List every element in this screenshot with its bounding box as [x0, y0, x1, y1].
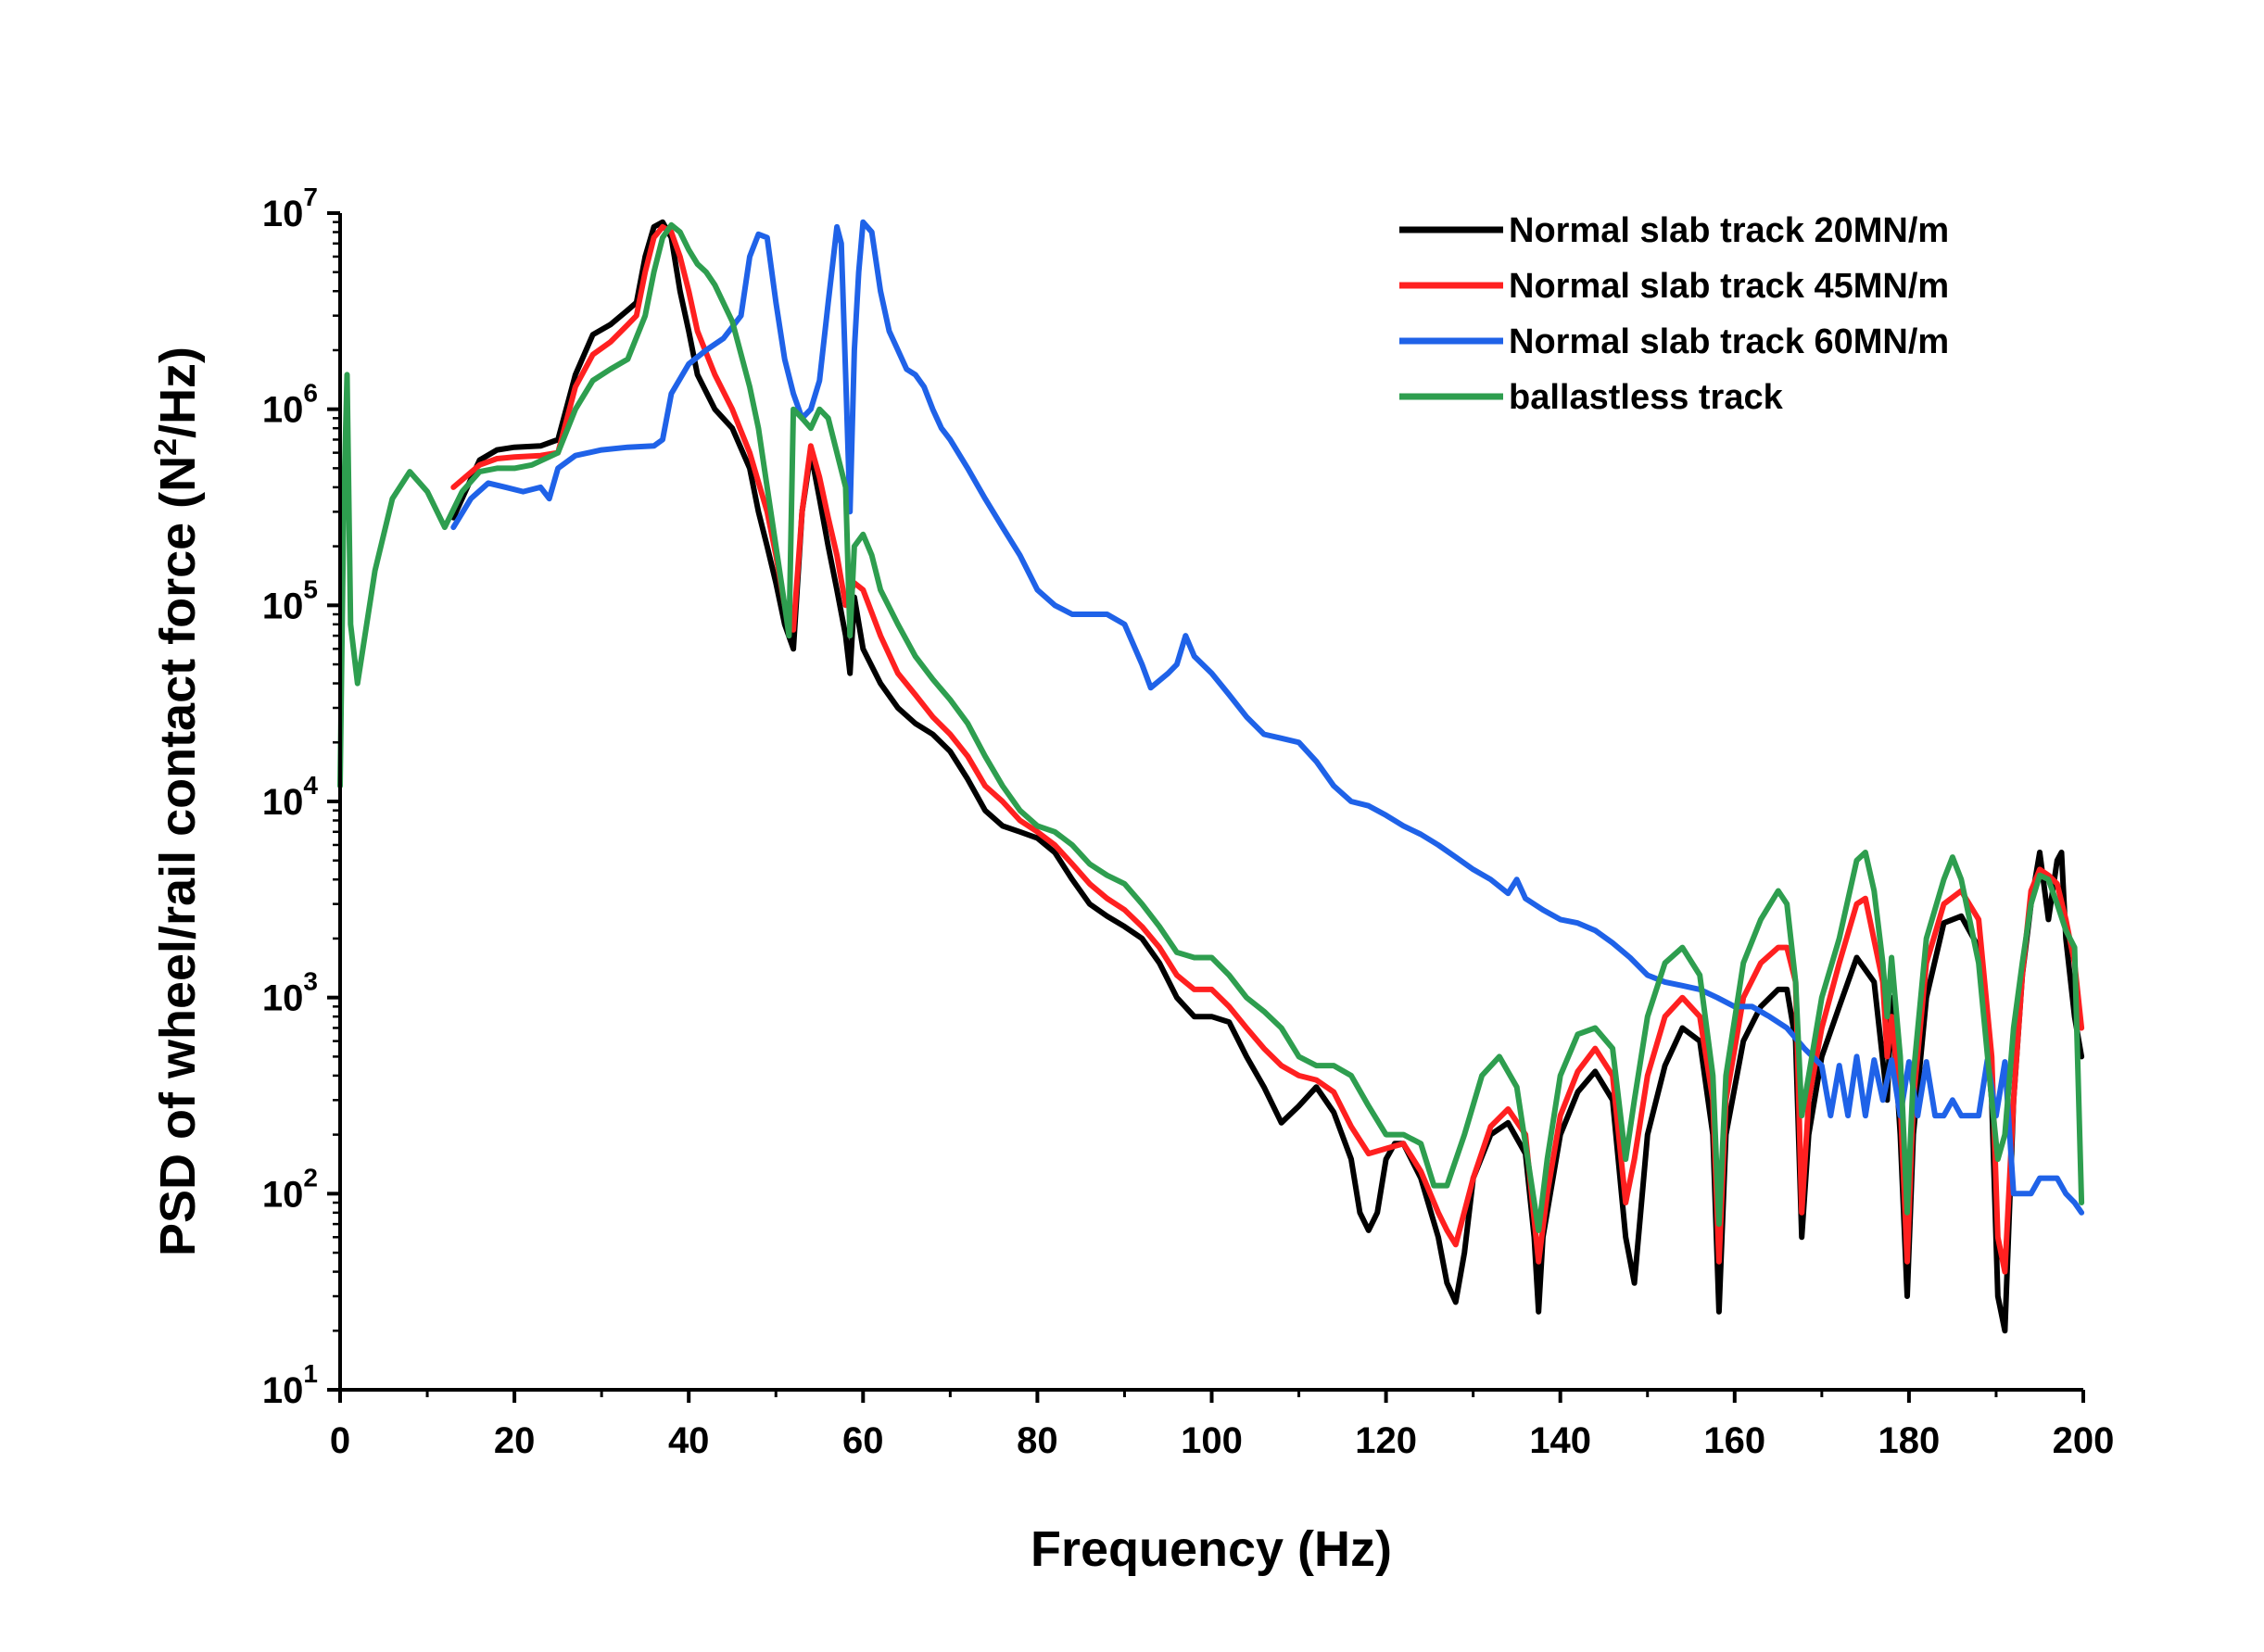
y-ticks: 101 102 103 104 105 106 107: [262, 183, 340, 1411]
x-axis-title: Frequency (Hz): [1031, 1521, 1392, 1577]
x-tick-label: 40: [668, 1420, 710, 1461]
y-tick-label: 101: [262, 1359, 318, 1411]
series-layer: [337, 219, 2085, 1334]
x-tick-label: 20: [494, 1420, 536, 1461]
x-tick-label: 0: [330, 1420, 350, 1461]
x-tick-label: 180: [1878, 1420, 1941, 1461]
series-line-4: [337, 221, 2085, 1233]
legend: Normal slab track 20MN/m Normal slab trac…: [1399, 211, 1949, 417]
legend-label: Normal slab track 20MN/m: [1509, 211, 1949, 250]
figure-background: [88, 60, 2178, 1621]
x-tick-label: 100: [1181, 1420, 1243, 1461]
x-ticks: 0 20 40 60 80 100 120 140 160 180 200: [330, 1390, 2115, 1461]
y-tick-label: 105: [262, 574, 318, 626]
y-tick-label: 104: [262, 771, 319, 823]
series-line-3: [450, 219, 2085, 1216]
y-tick-label: 106: [262, 379, 318, 431]
x-tick-label: 60: [842, 1420, 884, 1461]
y-axis-title: PSD of wheel/rail contact force (N2/Hz): [148, 347, 206, 1256]
legend-label: Normal slab track 60MN/m: [1509, 322, 1949, 361]
x-tick-label: 160: [1703, 1420, 1765, 1461]
x-tick-label: 200: [2053, 1420, 2115, 1461]
series-line-2: [450, 223, 2085, 1275]
x-tick-label: 80: [1017, 1420, 1058, 1461]
y-tick-label: 107: [262, 183, 318, 234]
y-tick-label: 103: [262, 967, 318, 1019]
legend-label: Normal slab track 45MN/m: [1509, 267, 1949, 306]
legend-label: ballastless track: [1509, 378, 1784, 417]
y-tick-label: 102: [262, 1163, 318, 1215]
series-line-1: [450, 219, 2085, 1334]
x-tick-label: 120: [1355, 1420, 1417, 1461]
x-tick-label: 140: [1529, 1420, 1591, 1461]
